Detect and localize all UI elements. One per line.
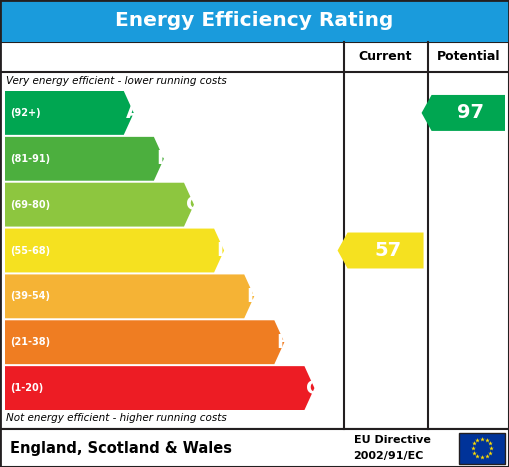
Text: (92+): (92+) — [10, 108, 41, 118]
Text: 57: 57 — [374, 241, 401, 260]
Bar — [0, 429, 509, 467]
Text: EU Directive: EU Directive — [354, 435, 431, 446]
Text: D: D — [216, 241, 232, 260]
Polygon shape — [5, 137, 164, 181]
Text: (39-54): (39-54) — [10, 291, 50, 301]
Text: Current: Current — [359, 50, 412, 64]
Text: F: F — [276, 333, 290, 352]
Polygon shape — [5, 320, 285, 364]
Polygon shape — [5, 183, 194, 226]
Text: B: B — [156, 149, 171, 168]
Text: 2002/91/EC: 2002/91/EC — [354, 452, 424, 461]
Polygon shape — [337, 233, 423, 269]
Bar — [0, 42, 509, 429]
Text: Potential: Potential — [437, 50, 500, 64]
Polygon shape — [5, 366, 315, 410]
Text: (55-68): (55-68) — [10, 246, 50, 255]
Polygon shape — [421, 95, 505, 131]
Polygon shape — [5, 228, 224, 272]
Text: E: E — [246, 287, 260, 306]
Text: (69-80): (69-80) — [10, 200, 50, 210]
Text: Not energy efficient - higher running costs: Not energy efficient - higher running co… — [6, 413, 227, 423]
Polygon shape — [5, 91, 134, 135]
Text: A: A — [126, 103, 141, 122]
Text: Energy Efficiency Rating: Energy Efficiency Rating — [116, 12, 393, 30]
Text: (81-91): (81-91) — [10, 154, 50, 164]
Polygon shape — [5, 275, 254, 318]
Text: C: C — [186, 195, 201, 214]
Text: Very energy efficient - lower running costs: Very energy efficient - lower running co… — [6, 76, 227, 86]
Text: England, Scotland & Wales: England, Scotland & Wales — [10, 440, 232, 455]
Text: 97: 97 — [457, 103, 484, 122]
Text: G: G — [306, 379, 323, 397]
Text: (21-38): (21-38) — [10, 337, 50, 347]
Bar — [0, 0, 509, 42]
Text: (1-20): (1-20) — [10, 383, 43, 393]
Bar — [459, 432, 505, 464]
